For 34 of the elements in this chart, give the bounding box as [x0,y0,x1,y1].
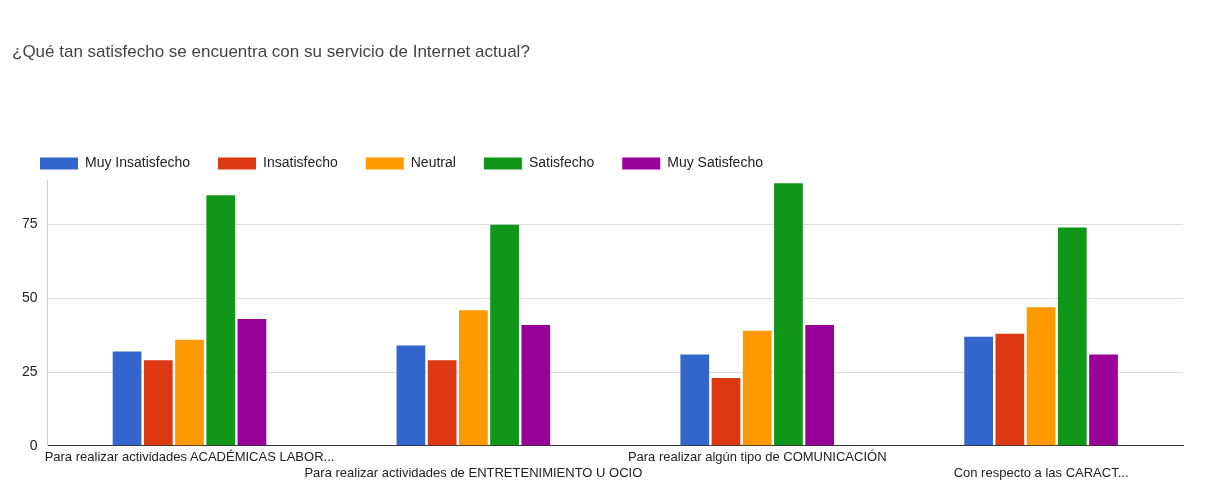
y-tick-label: 75 [21,215,38,232]
bar [396,345,426,446]
x-tick-label: Para realizar actividades de ENTRETENIMIENTO U OCIO [304,464,643,480]
legend-label: Muy Insatisfecho [85,154,191,171]
bar [742,330,772,446]
legend-label: Satisfecho [528,154,595,171]
legend-label: Insatisfecho [263,154,338,171]
bar [459,310,488,446]
x-tick-label: Para realizar algún tipo de COMUNICACIÓN [627,449,887,465]
bar [805,324,835,446]
bar [1057,227,1087,446]
bar [490,224,519,446]
x-tick-label: Para realizar actividades ACADÉMICAS LABOR... [44,449,335,465]
bar [521,324,551,446]
bar [680,354,710,446]
chart-title: ¿Qué tan satisfecho se encuentra con su servicio de Internet actual? [12,41,530,61]
y-tick-label: 50 [21,289,38,306]
bar [1089,354,1118,446]
bar [143,360,173,446]
bar [964,336,993,446]
bar [774,183,803,446]
y-tick-label: 0 [29,436,38,453]
bar [995,333,1025,446]
bar [175,339,204,446]
bar [112,351,142,446]
y-tick-label: 25 [21,362,38,379]
bar [1026,307,1056,446]
bar [427,360,457,446]
legend-label: Muy Satisfecho [667,154,764,171]
legend-label: Neutral [410,154,456,171]
x-tick-label: Con respecto a las CARACT... [953,464,1129,480]
bar [711,377,741,446]
bar [237,319,267,446]
bar [206,195,236,446]
